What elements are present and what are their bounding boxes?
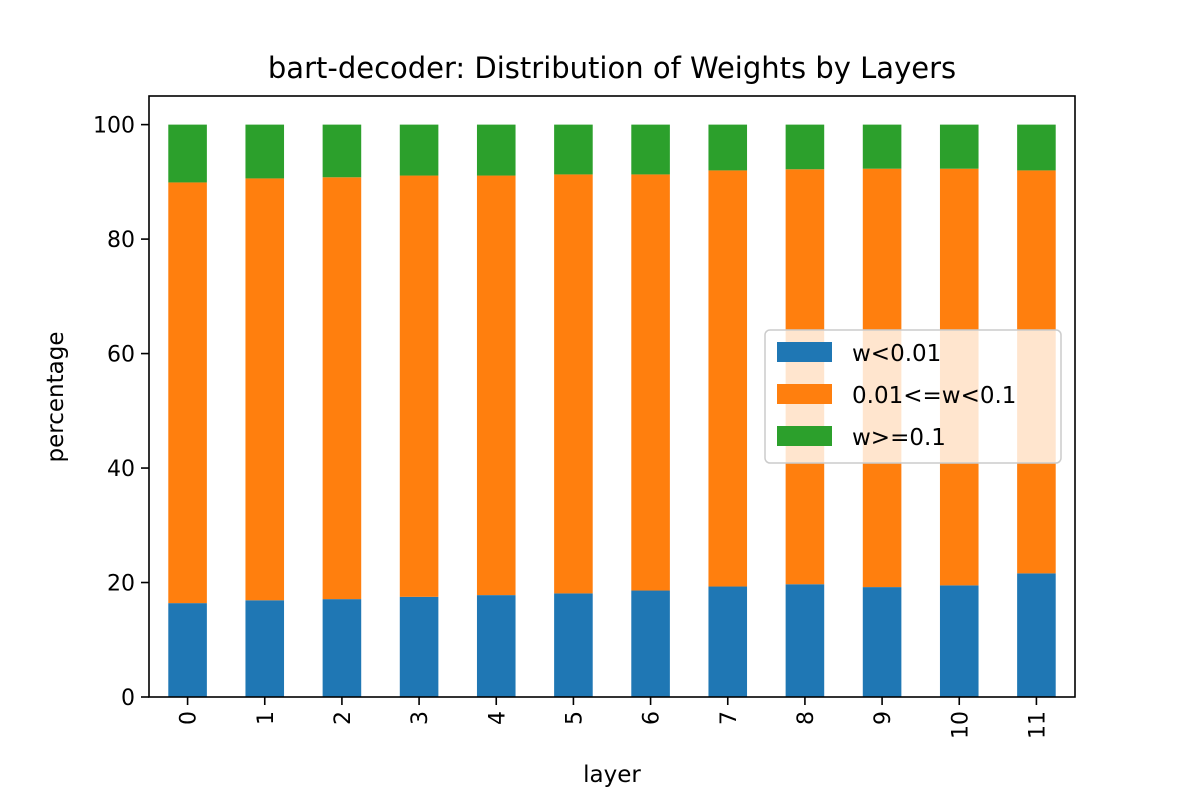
x-axis: 0 1 2 3 4 5 6 7 8 9 10 11 — [177, 697, 1050, 739]
bar-layer-10-series-0 — [939, 585, 979, 697]
bar-layer-3-series-1 — [399, 175, 439, 597]
bar-layer-2-series-2 — [322, 124, 362, 178]
x-tick-label: 5 — [562, 711, 587, 725]
y-tick-label: 40 — [107, 457, 135, 482]
legend-box — [764, 329, 1062, 464]
bar-layer-2-series-1 — [322, 177, 362, 600]
legend-swatch — [777, 342, 832, 362]
bar-layer-0-series-1 — [168, 182, 207, 604]
y-tick-label: 0 — [121, 686, 135, 711]
bar-layer-11-series-0 — [1017, 573, 1056, 697]
chart-title: bart-decoder: Distribution of Weights by… — [268, 51, 956, 85]
bar-layer-9-series-2 — [862, 124, 902, 169]
bar-layer-1-series-0 — [245, 600, 285, 697]
bar-layer-3-series-0 — [399, 596, 439, 697]
bar-layer-7-series-0 — [708, 586, 748, 697]
x-tick-label: 6 — [640, 711, 665, 725]
bar-layer-8-series-0 — [785, 584, 825, 697]
x-tick-label: 7 — [717, 711, 742, 725]
x-tick-label: 11 — [1025, 711, 1050, 739]
bar-layer-5-series-2 — [554, 124, 593, 175]
bar-layer-4-series-0 — [476, 595, 516, 697]
bar-layer-1-series-1 — [245, 178, 285, 601]
legend: w<0.01 0.01<=w<0.1 w>=0.1 — [764, 329, 1062, 464]
bar-layer-4-series-2 — [476, 124, 516, 176]
bar-layer-6-series-2 — [631, 124, 670, 175]
bar-layer-4-series-1 — [476, 175, 516, 596]
legend-label: w<0.01 — [852, 341, 941, 367]
bar-layer-9-series-0 — [862, 587, 902, 697]
bar-layer-0-series-0 — [168, 603, 207, 697]
bar-layer-7-series-1 — [708, 170, 748, 587]
y-tick-label: 60 — [107, 343, 135, 368]
bar-layer-8-series-2 — [785, 124, 825, 170]
y-tick-label: 20 — [107, 572, 135, 597]
x-tick-label: 1 — [254, 711, 279, 725]
x-tick-label: 2 — [331, 711, 356, 725]
bar-layer-3-series-2 — [399, 124, 439, 176]
x-axis-label: layer — [583, 762, 641, 788]
bar-layer-1-series-2 — [245, 124, 285, 179]
bar-layer-5-series-0 — [554, 593, 593, 697]
legend-swatch — [777, 384, 832, 404]
x-tick-label: 10 — [948, 711, 973, 739]
bar-layer-7-series-2 — [708, 124, 748, 171]
bar-layer-6-series-1 — [631, 174, 670, 591]
x-tick-label: 0 — [177, 711, 202, 725]
bar-layer-11-series-2 — [1017, 124, 1056, 171]
plot-frame — [148, 95, 1076, 698]
x-tick-label: 8 — [794, 711, 819, 725]
legend-swatch — [777, 426, 832, 446]
bar-layer-5-series-1 — [554, 174, 593, 594]
legend-label: 0.01<=w<0.1 — [852, 383, 1016, 409]
y-axis-label: percentage — [43, 332, 69, 463]
x-tick-label: 4 — [485, 711, 510, 725]
legend-label: w>=0.1 — [852, 425, 946, 451]
x-tick-label: 3 — [408, 711, 433, 725]
bar-layer-10-series-2 — [939, 124, 979, 169]
bars-layer — [168, 124, 1056, 697]
bar-layer-0-series-2 — [168, 124, 207, 183]
y-tick-label: 100 — [93, 114, 135, 139]
bar-layer-2-series-0 — [322, 599, 362, 697]
x-tick-label: 9 — [871, 711, 896, 725]
y-tick-label: 80 — [107, 228, 135, 253]
y-axis: 0 20 40 60 80 100 — [93, 114, 149, 711]
bar-layer-6-series-0 — [631, 590, 670, 697]
